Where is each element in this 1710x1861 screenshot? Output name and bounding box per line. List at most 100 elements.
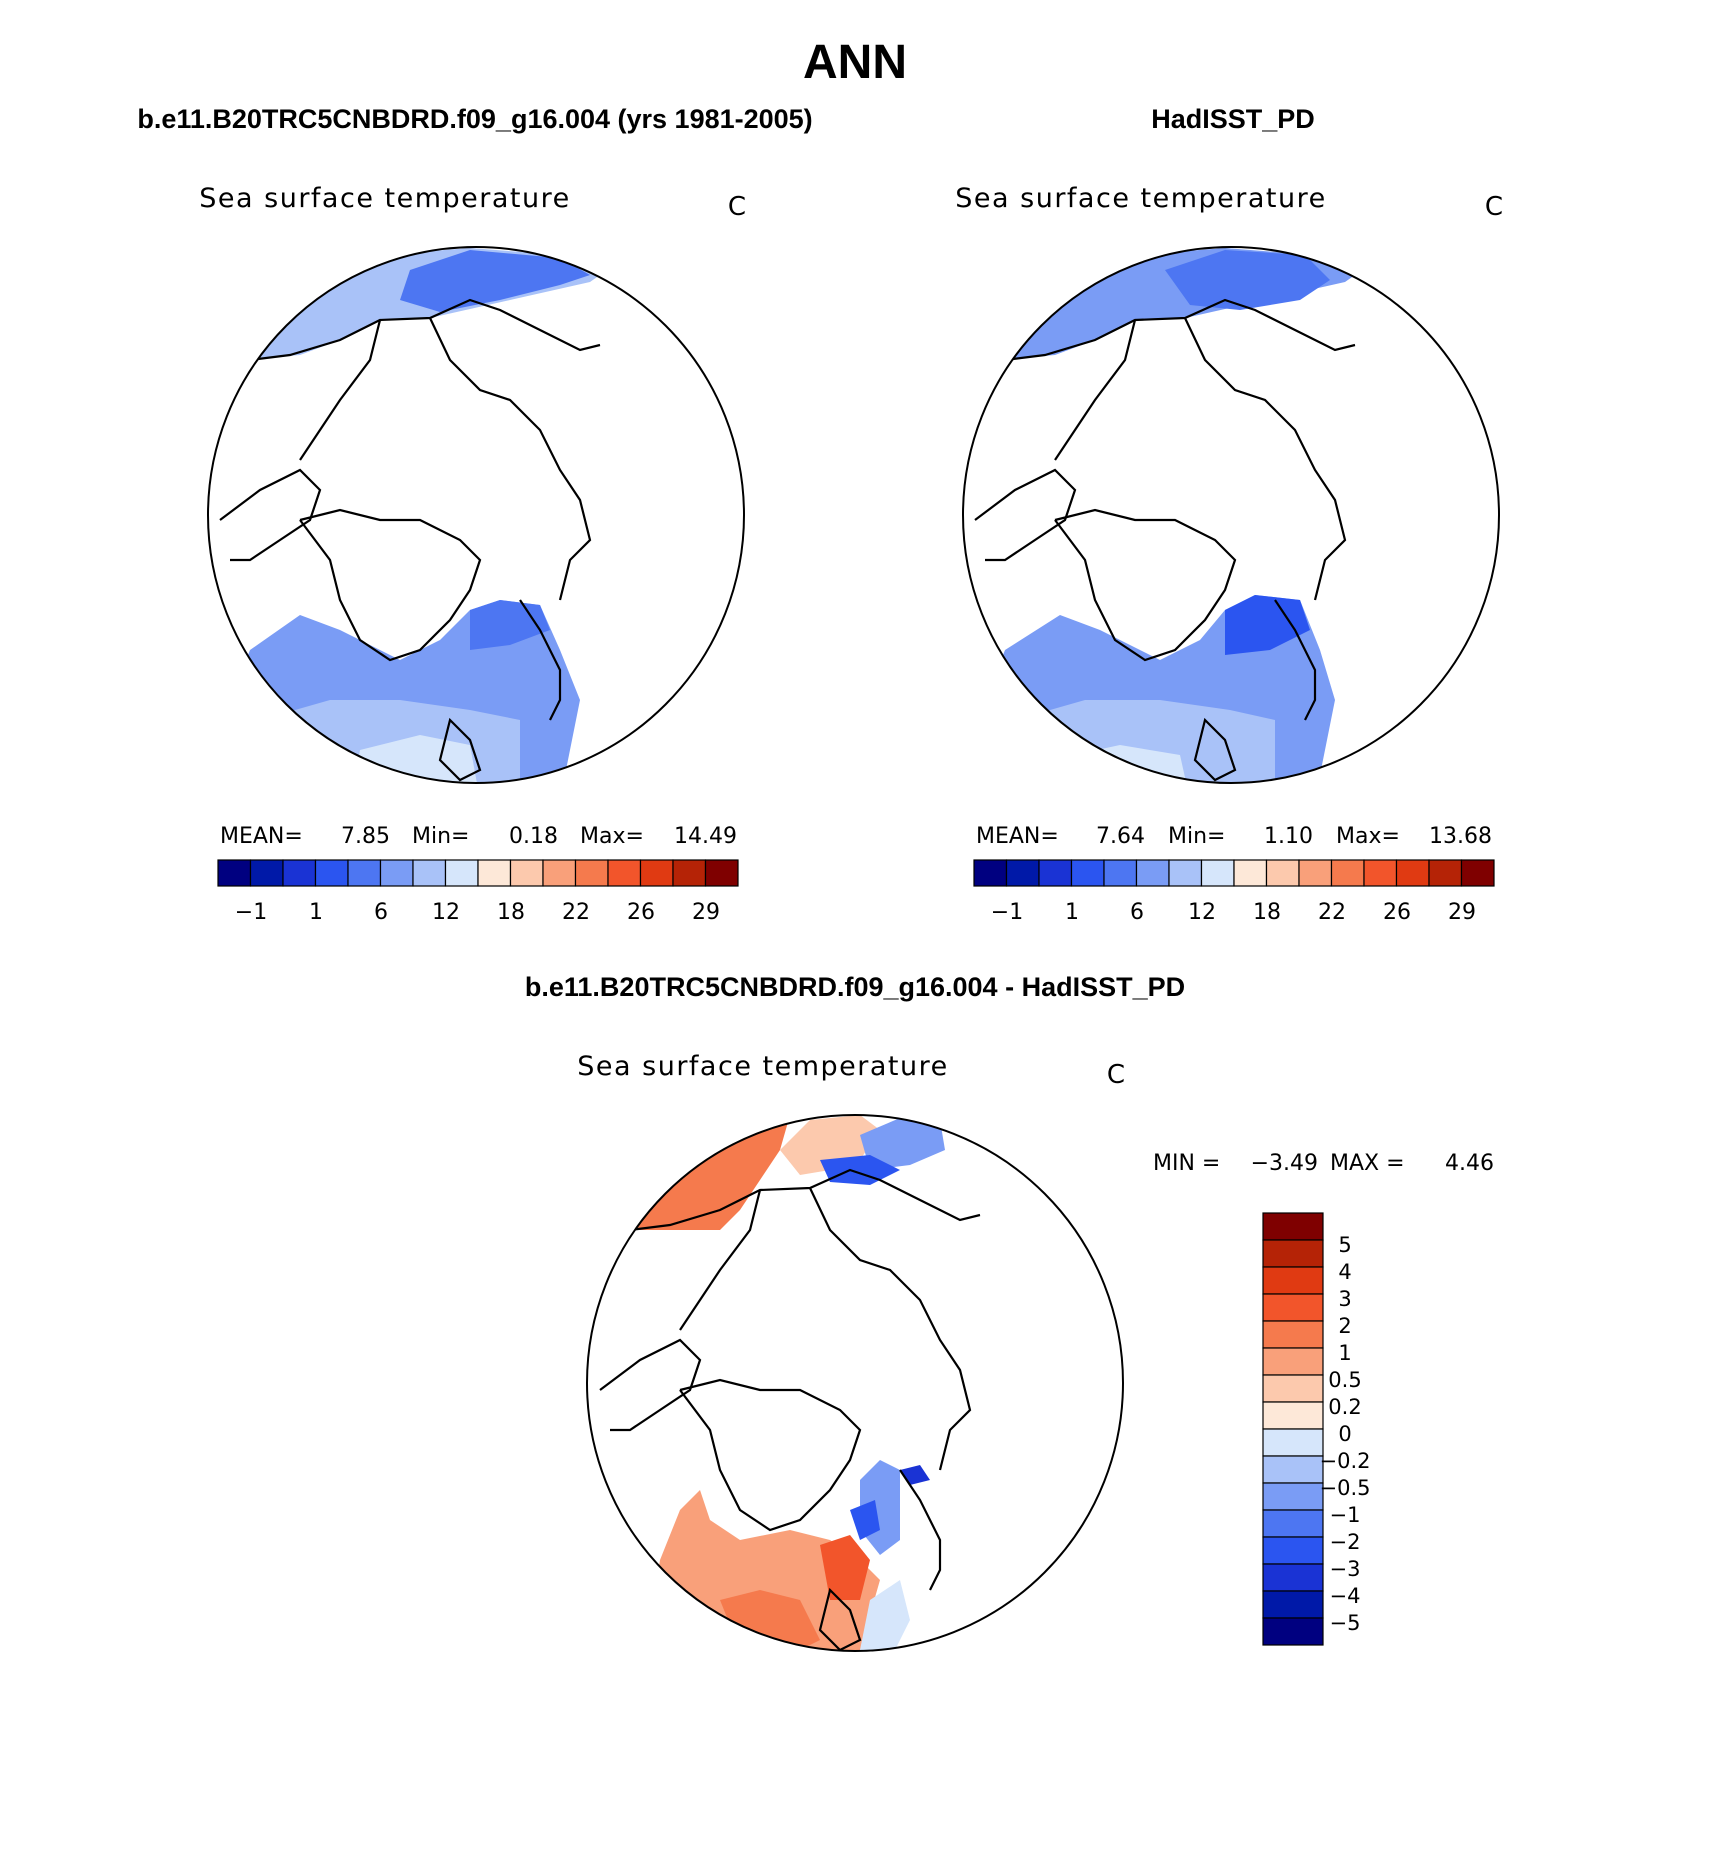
panel-header: b.e11.B20TRC5CNBDRD.f09_g16.004 - HadISS…	[525, 972, 1185, 1002]
sst-fill-pacific-cold	[400, 250, 590, 312]
colorbar-swatch	[282, 859, 317, 887]
colorbar-tick: 3	[1338, 1287, 1351, 1311]
stat-max-value: 13.68	[1429, 824, 1492, 849]
stat-max-value: 14.49	[674, 824, 737, 849]
colorbar-tick: 26	[1383, 900, 1411, 925]
variable-label: Sea surface temperature	[577, 1051, 948, 1082]
colorbar-swatch	[249, 859, 284, 887]
stat-min-label: MIN =	[1153, 1151, 1220, 1176]
anomaly-fill-irminger-warm	[820, 1535, 870, 1600]
figure-title: ANN	[803, 36, 907, 89]
colorbar-tick: 12	[1188, 900, 1216, 925]
colorbar-tick: 1	[1065, 900, 1079, 925]
colorbar-swatch	[1330, 859, 1365, 887]
colorbar-swatch	[1168, 859, 1203, 887]
colorbar-swatch	[542, 859, 577, 887]
stat-min-value: 1.10	[1264, 824, 1313, 849]
colorbar-swatch	[314, 859, 349, 887]
colorbar-swatch	[574, 859, 609, 887]
colorbar-swatch	[1262, 1428, 1324, 1457]
stat-mean-value: 7.64	[1096, 824, 1145, 849]
colorbar-swatch	[1103, 859, 1138, 887]
colorbar-swatch	[509, 859, 544, 887]
panel-header: b.e11.B20TRC5CNBDRD.f09_g16.004 (yrs 198…	[137, 104, 812, 134]
colorbar-swatch	[379, 859, 414, 887]
colorbar-swatch	[1135, 859, 1170, 887]
coastlines	[599, 1168, 981, 1651]
coastlines	[219, 298, 601, 782]
stat-mean-label: MEAN=	[220, 824, 303, 849]
colorbar-tick: −0.2	[1320, 1449, 1371, 1473]
colorbar-swatch	[1038, 859, 1073, 887]
anomaly-fill-northsea-cool	[860, 1580, 910, 1651]
stat-max-label: Max=	[1336, 824, 1400, 849]
colorbar-swatch	[444, 859, 479, 887]
panel-observation: HadISST_PD Sea surface temperature C	[955, 104, 1503, 925]
colorbar-tick: 1	[309, 900, 323, 925]
colorbar-tick: 18	[1253, 900, 1281, 925]
colorbar-swatch	[1265, 859, 1300, 887]
colorbar-swatch	[1262, 1455, 1324, 1484]
panel-model: b.e11.B20TRC5CNBDRD.f09_g16.004 (yrs 198…	[137, 104, 812, 925]
colorbar-tick: 22	[562, 900, 590, 925]
sst-fill-pacific-cold	[1165, 250, 1330, 310]
stat-min-label: Min=	[1168, 824, 1225, 849]
colorbar-tick: 0.2	[1328, 1395, 1361, 1419]
colorbar-tick: 0	[1338, 1422, 1351, 1446]
colorbar-tick: 0.5	[1328, 1368, 1361, 1392]
stat-max-label: MAX =	[1330, 1151, 1405, 1176]
map-boundary	[586, 1114, 1124, 1652]
colorbar-ticks: −1 1 6 12 18 22 26 29	[235, 900, 720, 925]
colorbar-swatch	[1363, 859, 1398, 887]
coastlines	[974, 298, 1356, 782]
map-boundary	[207, 246, 745, 784]
units-label: C	[1485, 192, 1503, 222]
colorbar-tick: −5	[1330, 1611, 1361, 1635]
colorbar-swatch	[1395, 859, 1430, 887]
colorbar-swatch	[1262, 1509, 1324, 1538]
variable-label: Sea surface temperature	[955, 183, 1326, 214]
colorbar-tick: 4	[1338, 1260, 1351, 1284]
sst-fill-norwegian-sea	[470, 600, 550, 650]
colorbar-tick: 6	[374, 900, 388, 925]
colorbar-swatch	[973, 859, 1008, 887]
colorbar-swatch	[1262, 1374, 1324, 1403]
polar-map	[586, 1114, 1124, 1652]
colorbar-tick: 29	[1448, 900, 1476, 925]
anomaly-fill-pacific-warm	[620, 1115, 790, 1230]
units-label: C	[1107, 1060, 1125, 1090]
colorbar	[973, 859, 1495, 887]
colorbar-tick: 26	[627, 900, 655, 925]
colorbar-swatch	[1233, 859, 1268, 887]
colorbar-swatch	[412, 859, 447, 887]
colorbar-tick: 12	[432, 900, 460, 925]
colorbar-swatch	[1460, 859, 1495, 887]
colorbar-swatch	[704, 859, 739, 887]
colorbar-swatch	[1262, 1482, 1324, 1511]
stat-min-value: −3.49	[1251, 1151, 1318, 1176]
colorbar-swatch	[1262, 1266, 1324, 1295]
colorbar-tick: 2	[1338, 1314, 1351, 1338]
colorbar-swatch	[1262, 1239, 1324, 1268]
stat-mean-label: MEAN=	[976, 824, 1059, 849]
colorbar-tick: −1	[991, 900, 1023, 925]
colorbar-tick: −0.5	[1320, 1476, 1371, 1500]
stat-min-value: 0.18	[509, 824, 558, 849]
colorbar-tick: 5	[1338, 1233, 1351, 1257]
units-label: C	[728, 192, 746, 222]
colorbar-tick: 18	[497, 900, 525, 925]
colorbar-swatch	[1262, 1563, 1324, 1592]
colorbar-tick: 1	[1338, 1341, 1351, 1365]
colorbar-tick: 6	[1130, 900, 1144, 925]
panel-header: HadISST_PD	[1151, 104, 1315, 134]
colorbar-swatch	[1262, 1293, 1324, 1322]
polar-map	[207, 246, 745, 784]
colorbar-swatch	[1005, 859, 1040, 887]
stat-mean-value: 7.85	[341, 824, 390, 849]
colorbar-tick: −2	[1330, 1530, 1361, 1554]
colorbar-tick: 29	[692, 900, 720, 925]
colorbar-swatch	[1200, 859, 1235, 887]
colorbar-swatch	[477, 859, 512, 887]
colorbar-swatch	[347, 859, 382, 887]
colorbar-swatch	[1262, 1590, 1324, 1619]
